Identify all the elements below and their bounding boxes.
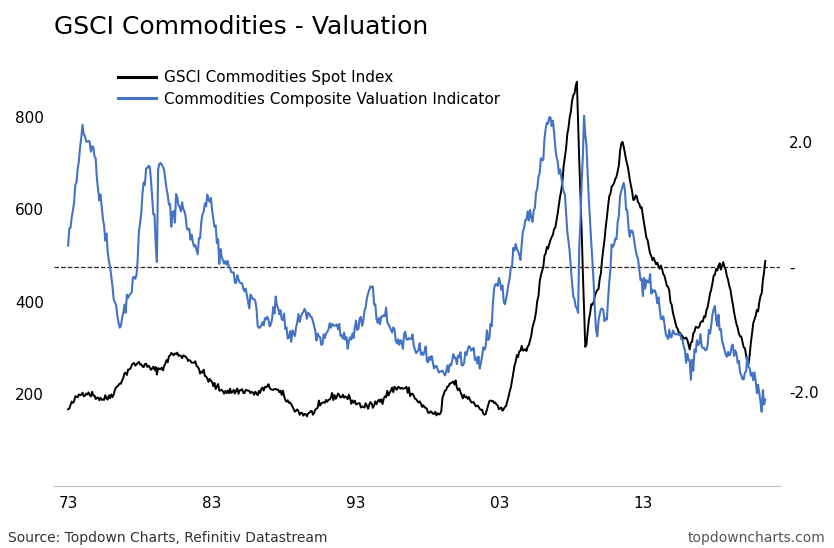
Legend: GSCI Commodities Spot Index, Commodities Composite Valuation Indicator: GSCI Commodities Spot Index, Commodities… [113, 64, 506, 113]
Text: topdowncharts.com: topdowncharts.com [688, 531, 826, 545]
Text: GSCI Commodities - Valuation: GSCI Commodities - Valuation [53, 15, 428, 39]
Text: Source: Topdown Charts, Refinitiv Datastream: Source: Topdown Charts, Refinitiv Datast… [8, 531, 328, 545]
